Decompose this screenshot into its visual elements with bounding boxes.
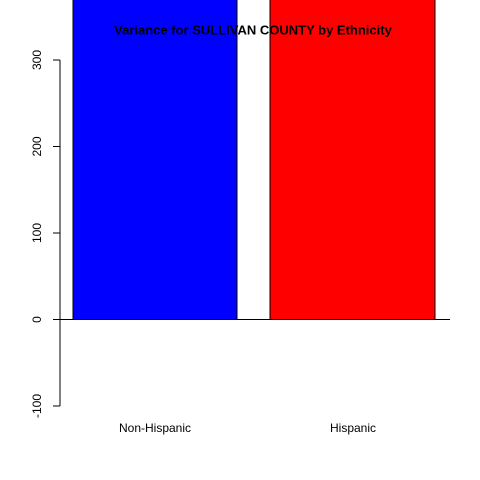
- bar: [269, 0, 436, 321]
- y-tick-label: 300: [30, 50, 44, 70]
- y-tick-label: -100: [30, 394, 44, 418]
- x-tick-label: Hispanic: [330, 421, 376, 435]
- chart-title: Variance for SULLIVAN COUNTY by Ethnicit…: [114, 22, 392, 37]
- x-tick-label: Non-Hispanic: [119, 421, 191, 435]
- bar: [72, 0, 238, 321]
- y-tick-label: 0: [30, 316, 44, 323]
- y-tick-label: 100: [30, 223, 44, 243]
- y-tick-label: 200: [30, 136, 44, 156]
